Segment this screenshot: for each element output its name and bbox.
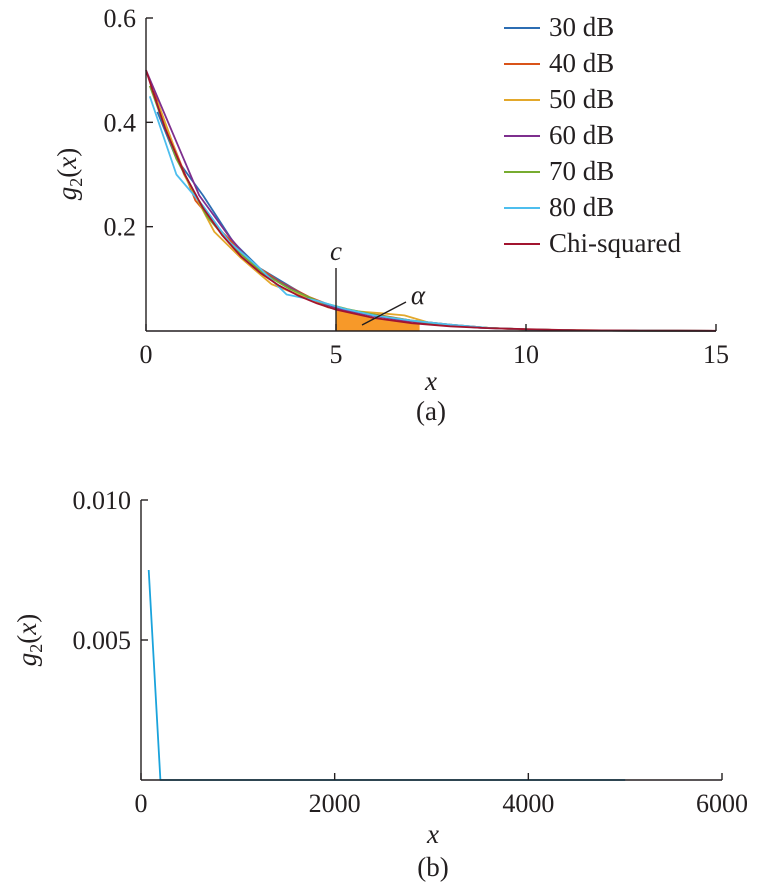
x-tick-label: 10 [513,340,539,369]
y-tick-label: 0.4 [104,108,137,137]
x-tick-label: 6000 [696,789,748,818]
y-tick-label: 0.6 [104,4,137,33]
legend-label: 70 dB [549,156,614,186]
x-tick-label: 0 [140,340,153,369]
x-tick-label: 0 [135,789,148,818]
x-tick-label: 2000 [309,789,361,818]
legend-label: Chi-squared [549,228,681,258]
series-line-5 [148,96,717,332]
panel-b-ticks: 0 2000 4000 6000 0.005 0.010 [73,486,749,818]
series-line-0 [147,569,626,781]
x-tick-label: 4000 [502,789,554,818]
panel-a-ticks: 0 5 10 15 0.2 0.4 0.6 [104,4,730,369]
y-tick-label: 0.010 [73,486,132,515]
alpha-label: α [411,280,426,310]
legend-label: 60 dB [549,120,614,150]
critical-value-label: c [330,236,342,266]
series-line-4 [148,85,717,332]
legend: 30 dB 40 dB 50 dB 60 dB 70 dB 80 dB Chi-square… [504,12,681,258]
series-line-3 [145,69,717,332]
panel-b-series [147,569,626,781]
panel-a-series [145,69,717,332]
panel-b-y-label: g2(x) [12,614,46,666]
panel-b-caption: (b) [417,852,448,882]
x-tick-label: 15 [703,340,729,369]
legend-label: 40 dB [549,48,614,78]
legend-label: 50 dB [549,84,614,114]
x-tick-label: 5 [330,340,343,369]
panel-a-x-label: x [424,366,437,396]
panel-a-caption: (a) [416,396,446,426]
legend-label: 30 dB [549,12,614,42]
panel-a: 0 5 10 15 0.2 0.4 0.6 c α 30 dB 40 dB 50 dB 60 dB… [52,4,729,426]
y-tick-label: 0.2 [104,213,137,242]
series-line-6 [145,69,717,332]
panel-b-x-label: x [426,819,439,849]
y-tick-label: 0.005 [73,626,132,655]
panel-b: 0 2000 4000 6000 0.005 0.010 x g2(x) (b) [12,486,748,882]
series-line-0 [156,111,717,332]
legend-label: 80 dB [549,192,614,222]
series-line-2 [156,101,717,332]
alpha-pointer-line [361,301,407,326]
series-line-1 [152,90,717,332]
panel-a-y-label: g2(x) [52,148,86,200]
